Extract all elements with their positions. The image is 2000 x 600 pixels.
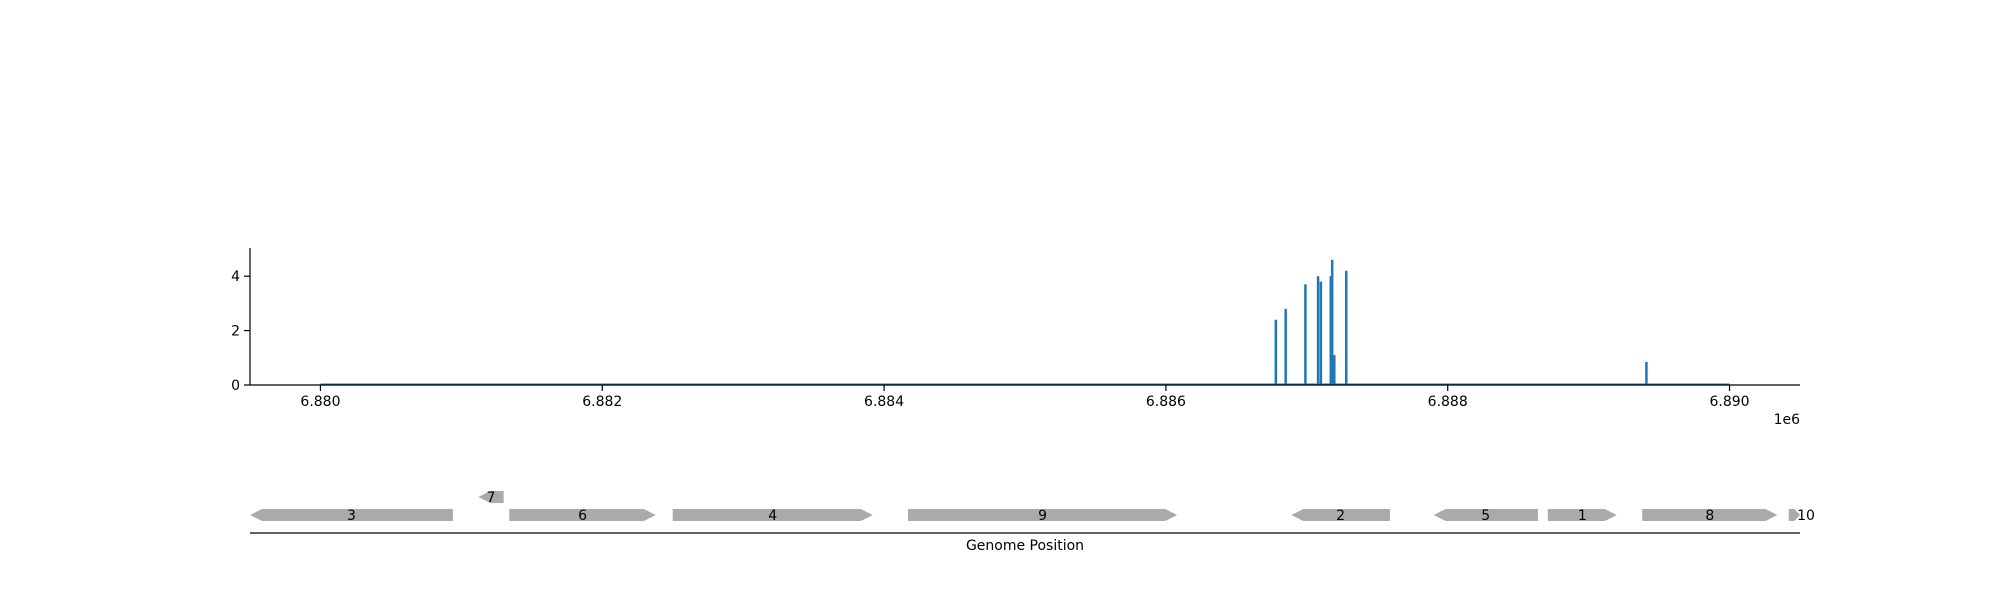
y-tick-label: 2 [231, 324, 240, 340]
coverage-bars [1274, 259, 1648, 385]
gene-label: 3 [347, 508, 356, 524]
gene-feature [672, 509, 873, 521]
x-tick-label: 6.880 [300, 394, 340, 410]
gene-feature [509, 509, 656, 521]
x-tick-label: 6.882 [582, 394, 622, 410]
gene-label: 6 [578, 508, 587, 524]
gene-feature [1788, 509, 1800, 521]
gene-feature [1642, 509, 1778, 521]
gene-label: 5 [1481, 508, 1490, 524]
gene-feature [908, 509, 1178, 521]
y-tick-label: 4 [231, 269, 240, 285]
gene-label: 9 [1038, 508, 1047, 524]
x-tick-label: 6.890 [1709, 394, 1749, 410]
gene-label: 8 [1705, 508, 1714, 524]
x-tick-label: 6.884 [864, 394, 904, 410]
gene-feature [1547, 509, 1617, 521]
gene-label: 2 [1336, 508, 1345, 524]
x-ticks: 6.880 6.882 6.884 6.886 6.888 6.890 [300, 385, 1750, 410]
gene-label: 1 [1578, 508, 1587, 524]
x-tick-label: 6.886 [1146, 394, 1186, 410]
x-tick-label: 6.888 [1428, 394, 1468, 410]
gene-feature [1291, 509, 1390, 521]
gene-feature [478, 491, 504, 503]
gene-label: 10 [1797, 508, 1815, 524]
gene-track-panel: 3 7 6 4 9 2 5 1 8 10 Genome Position [250, 490, 1815, 554]
x-axis-title: Genome Position [966, 538, 1084, 554]
gene-features: 3 7 6 4 9 2 5 1 8 10 [250, 490, 1815, 524]
x-offset-label: 1e6 [1774, 412, 1801, 428]
coverage-panel: 0 2 4 6.880 6.882 6.884 6.886 6.888 6.890 1e6 [231, 248, 1800, 428]
gene-feature [1433, 509, 1538, 521]
gene-label: 7 [486, 490, 495, 506]
y-ticks: 0 2 4 [231, 269, 250, 394]
gene-feature [250, 509, 453, 521]
gene-label: 4 [768, 508, 777, 524]
y-tick-label: 0 [231, 378, 240, 394]
